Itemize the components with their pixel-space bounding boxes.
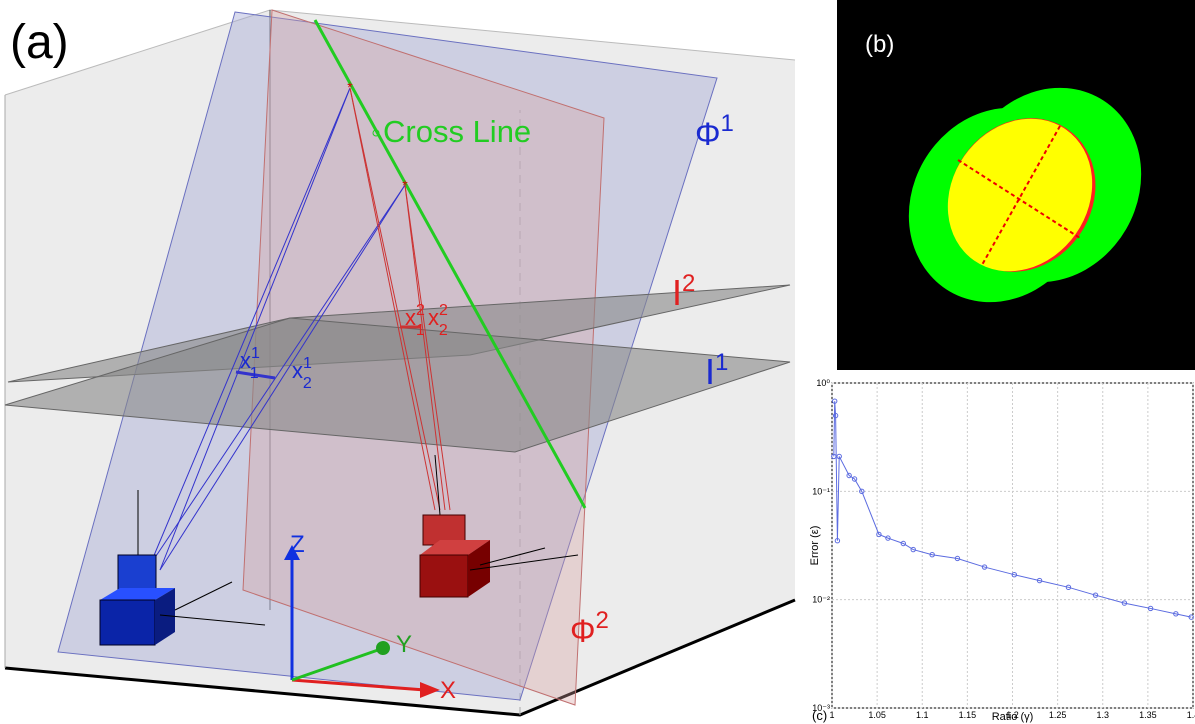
x-axis-label: Ratio (γ) [992, 711, 1034, 723]
figure: * * (a) Cross Line Φ1 Φ2 I2 I1 x11x12x21… [0, 0, 1195, 724]
x-tick-label: 1 [829, 710, 834, 720]
panel-b: (b) [837, 0, 1195, 370]
symbol: x [292, 358, 303, 383]
x-tick-label: 1.05 [868, 710, 886, 720]
point: * [347, 79, 353, 95]
x-tick-label: 1.4 [1187, 710, 1195, 720]
x-tick-label: 1.25 [1049, 710, 1067, 720]
panel-label: (c) [812, 708, 827, 723]
sup: 1 [303, 355, 312, 372]
panel-c: 11.051.11.151.21.251.31.351.410⁻³10⁻²10⁻… [809, 378, 1195, 723]
symbol: x [428, 305, 439, 330]
sup: 2 [416, 302, 425, 319]
sub: 1 [250, 365, 259, 382]
sup: 2 [439, 302, 448, 319]
axis-y-label: Y [396, 631, 412, 658]
x-tick-label: 1.35 [1139, 710, 1157, 720]
sup: 1 [251, 345, 260, 362]
x-tick-label: 1.3 [1096, 710, 1109, 720]
symbol: I [672, 272, 682, 313]
axis-z-label: Z [290, 531, 305, 558]
index: 1 [721, 110, 734, 137]
panel-label: (a) [10, 16, 69, 69]
x-tick-label: 1.1 [916, 710, 929, 720]
y-tick-label: 10⁰ [816, 378, 830, 388]
symbol: x [405, 305, 416, 330]
index: 1 [715, 349, 728, 376]
symbol: Φ [695, 116, 721, 152]
axis-x-label: X [440, 677, 456, 704]
y-tick-label: 10⁻¹ [812, 486, 830, 496]
y-axis-label: Error (ε) [809, 526, 821, 566]
index: 2 [682, 270, 695, 297]
x-tick-label: 1.15 [959, 710, 977, 720]
sub: 1 [416, 322, 425, 339]
panel-label: (b) [865, 31, 894, 58]
point: * [402, 177, 408, 193]
sub: 2 [303, 375, 312, 392]
sub: 2 [439, 322, 448, 339]
symbol: I [705, 351, 715, 392]
symbol: Φ [570, 613, 596, 649]
index: 2 [596, 607, 609, 634]
y-tick-label: 10⁻² [812, 595, 830, 605]
cross-line-label: Cross Line [383, 114, 531, 149]
